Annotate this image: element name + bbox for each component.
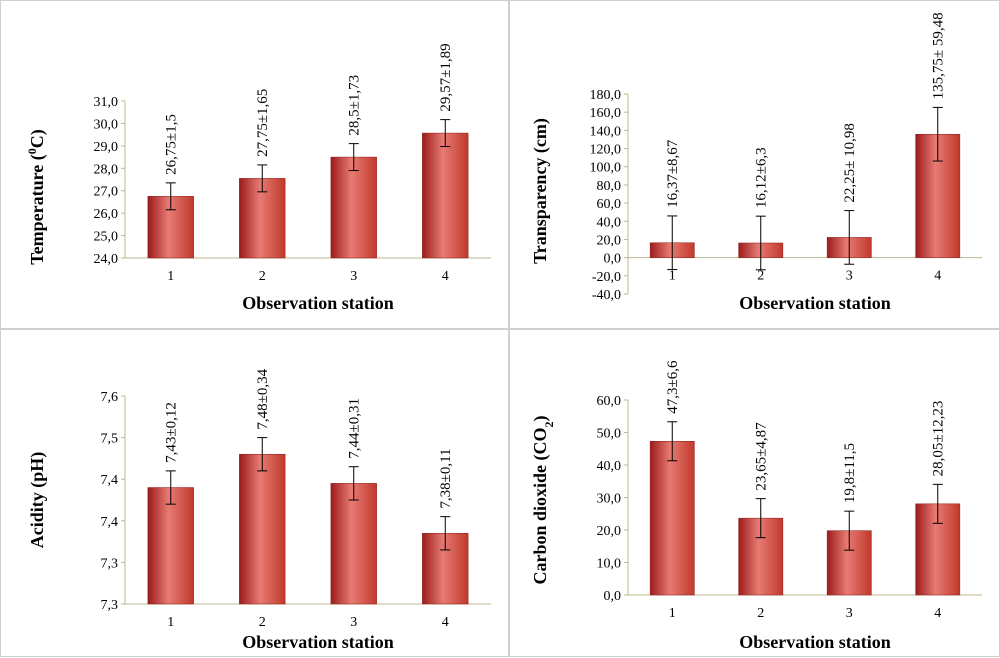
data-label: 23,65±4,87 [754, 422, 770, 491]
x-tick-label: 2 [259, 615, 266, 630]
data-label: 22,25± 10,98 [842, 123, 858, 202]
data-label: 28,05±12,23 [931, 401, 947, 477]
y-tick-label: 80,0 [597, 179, 622, 194]
y-tick-label: 20,0 [597, 524, 622, 539]
data-label: 16,37±8,67 [665, 139, 681, 208]
data-label: 7,48±0,34 [255, 368, 271, 429]
x-tick-label: 1 [167, 269, 174, 284]
data-label: 19,8±11,5 [842, 443, 858, 503]
y-tick-label: 20,0 [597, 233, 622, 248]
x-tick-label: 3 [350, 615, 357, 630]
x-tick-label: 1 [167, 615, 174, 630]
bar [330, 156, 377, 259]
data-label: 7,44±0,31 [347, 398, 363, 459]
x-tick-label: 4 [934, 606, 941, 621]
x-tick-label: 1 [669, 269, 676, 284]
x-tick-label: 3 [846, 606, 853, 621]
y-tick-label: 27,0 [94, 185, 119, 200]
x-tick-label: 2 [757, 606, 764, 621]
y-tick-label: 0,0 [604, 589, 622, 604]
data-label: 7,38±0,11 [438, 448, 454, 508]
y-tick-label: 7,4 [101, 515, 119, 530]
bar [330, 483, 377, 605]
y-tick-label: 30,0 [597, 492, 622, 507]
carbon-dioxide-chart: 0,0 10,0 20,0 30,0 40,0 50,0 60,0 1 47,3±6,6 2 23,… [530, 360, 982, 652]
y-tick-label: 7,6 [101, 390, 119, 405]
data-label: 47,3±6,6 [665, 360, 681, 414]
y-tick-label: 40,0 [597, 459, 622, 474]
data-label: 16,12±6,3 [754, 147, 770, 208]
y-tick-label: 140,0 [590, 124, 622, 139]
data-label: 7,43±0,12 [164, 402, 180, 463]
transparency-chart-panel: -40,0 -20,0 0,0 20,0 40,0 60,0 80,0 100,0 120,0 1… [509, 0, 1000, 329]
y-axis-title: Acidity (pH) [27, 452, 48, 549]
y-axis-title: Temperature (0C) [25, 129, 48, 264]
x-axis-title: Observation station [242, 632, 394, 652]
y-tick-label: 31,0 [94, 95, 119, 110]
y-tick-label: 24,0 [94, 252, 119, 267]
y-tick-label: 40,0 [597, 215, 622, 230]
y-tick-label: 180,0 [590, 88, 622, 103]
x-tick-label: 3 [350, 269, 357, 284]
y-tick-label: 50,0 [597, 427, 622, 442]
y-tick-label: 60,0 [597, 394, 622, 409]
y-tick-label: 160,0 [590, 106, 622, 121]
y-tick-label: -40,0 [592, 288, 621, 303]
y-tick-label: 0,0 [604, 252, 622, 267]
y-axis-title: Transparency (cm) [530, 118, 551, 264]
x-tick-label: 4 [442, 615, 449, 630]
acidity-chart: 7,3 7,3 7,4 7,4 7,5 7,6 1 7,43±0,12 2 7,48±0,34 3 7… [27, 368, 491, 652]
x-axis-title: Observation station [242, 293, 394, 313]
x-tick-label: 2 [757, 269, 764, 284]
y-tick-label: 29,0 [94, 140, 119, 155]
x-axis-title: Observation station [739, 293, 891, 313]
x-tick-label: 4 [442, 269, 449, 284]
y-tick-label: 60,0 [597, 197, 622, 212]
x-axis-title: Observation station [739, 632, 891, 652]
temperature-chart-panel: 24,0 25,0 26,0 27,0 28,0 29,0 30,0 31,0 1 26,75±1… [0, 0, 509, 329]
y-tick-label: 10,0 [597, 557, 622, 572]
data-label: 29,57±1,89 [438, 43, 454, 111]
y-tick-label: 7,5 [101, 432, 119, 447]
bar [147, 487, 194, 605]
y-tick-label: 100,0 [590, 161, 622, 176]
carbon-dioxide-chart-panel: 0,0 10,0 20,0 30,0 40,0 50,0 60,0 1 47,3±6,6 2 23,… [509, 329, 1000, 657]
transparency-chart: -40,0 -20,0 0,0 20,0 40,0 60,0 80,0 100,0 120,0 1… [530, 12, 982, 313]
y-axis-title: Carbon dioxide (CO2) [530, 415, 556, 584]
acidity-chart-panel: 7,3 7,3 7,4 7,4 7,5 7,6 1 7,43±0,12 2 7,48±0,34 3 7… [0, 329, 509, 657]
y-tick-label: 30,0 [94, 117, 119, 132]
y-tick-label: 7,3 [101, 556, 119, 571]
y-tick-label: 7,3 [101, 598, 119, 613]
data-label: 28,5±1,73 [347, 75, 363, 136]
temperature-chart: 24,0 25,0 26,0 27,0 28,0 29,0 30,0 31,0 1 26,75±1… [25, 43, 491, 313]
y-tick-label: 28,0 [94, 162, 119, 177]
x-tick-label: 2 [259, 269, 266, 284]
data-label: 135,75± 59,48 [931, 12, 947, 99]
bar [239, 453, 286, 605]
bar [422, 132, 469, 259]
y-tick-label: -20,0 [592, 270, 621, 285]
data-label: 27,75±1,65 [255, 89, 271, 157]
bar [649, 441, 695, 596]
x-tick-label: 4 [934, 269, 941, 284]
y-tick-label: 7,4 [101, 473, 119, 488]
data-label: 26,75±1,5 [164, 114, 180, 175]
x-tick-label: 1 [669, 606, 676, 621]
y-tick-label: 26,0 [94, 207, 119, 222]
x-tick-label: 3 [846, 269, 853, 284]
y-tick-label: 25,0 [94, 230, 119, 245]
y-tick-label: 120,0 [590, 143, 622, 158]
